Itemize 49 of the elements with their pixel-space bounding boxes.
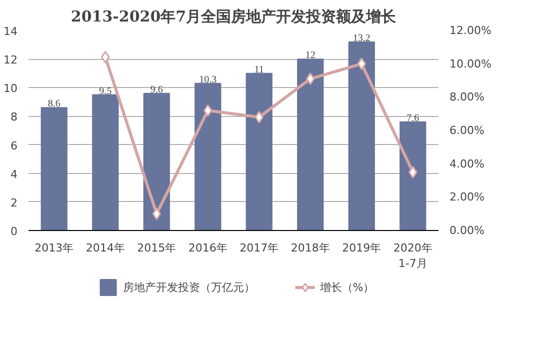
x-tick-label: 2018年 — [290, 242, 330, 254]
legend-label: 增长（%） — [320, 280, 374, 294]
point — [408, 166, 418, 178]
y2-tick-label: 0.00% — [450, 224, 484, 237]
y-tick-label: 12 — [4, 54, 18, 67]
y2-tick-label: 12.00% — [450, 24, 492, 37]
y-tick-label: 4 — [10, 168, 18, 181]
point — [152, 208, 162, 220]
data-label: 13.2 — [352, 32, 370, 44]
point — [357, 58, 366, 70]
y-tick-label: 6 — [10, 139, 18, 152]
x-tick-label: 2020年 1-7月 — [393, 242, 432, 270]
y2-tick-label: 10.00% — [450, 57, 492, 70]
bar — [194, 82, 222, 230]
x-tick-label: 2017年 — [240, 242, 279, 254]
bar — [348, 41, 375, 230]
point — [306, 72, 315, 86]
y-tick-label: 2 — [10, 196, 18, 210]
y2-tick-label: 4.00% — [450, 157, 484, 170]
x-tick-label: 2019年 — [342, 242, 382, 254]
x-tick-label: 2013年 — [34, 242, 74, 254]
bar — [143, 92, 170, 230]
data-label: 12 — [305, 50, 316, 62]
chart-title: 2013-2020年7月全国房地产开发投资额及增长 — [70, 8, 398, 26]
data-label: 11 — [254, 64, 264, 76]
data-label: 8.6 — [48, 98, 60, 110]
y-tick-label: 8 — [10, 110, 18, 124]
legend-label: 房地产开发投资（万亿元） — [122, 280, 255, 294]
x-tick-label: 2016年 — [188, 242, 228, 254]
bar — [246, 72, 272, 230]
point — [254, 110, 264, 124]
y-tick-label: 10 — [4, 82, 18, 96]
x-tick-label: 2015年 — [137, 242, 176, 254]
data-label: 9.5 — [99, 86, 112, 97]
data-label: 9.6 — [150, 84, 163, 96]
y2-tick-label: 8.00% — [450, 90, 484, 104]
data-label: 10.3 — [199, 74, 217, 86]
y-tick-label: 14 — [4, 25, 18, 38]
x-tick-label: 2014年 — [86, 242, 125, 254]
bar — [400, 121, 426, 230]
bar — [92, 94, 119, 230]
point — [203, 104, 212, 117]
point — [100, 50, 110, 64]
y2-tick-label: 2.00% — [450, 190, 484, 204]
bar — [297, 58, 324, 230]
y-tick-label: 0 — [10, 225, 18, 238]
bar — [40, 107, 68, 230]
data-label: 7.6 — [406, 112, 420, 124]
y2-tick-label: 6.00% — [450, 124, 484, 137]
